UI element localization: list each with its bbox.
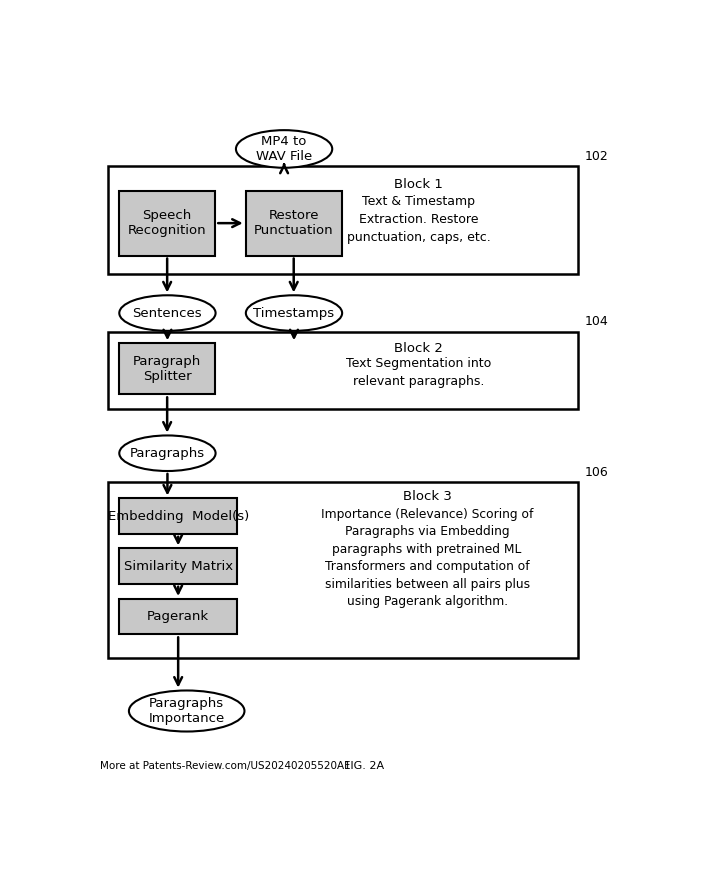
- Text: Block 1: Block 1: [395, 178, 443, 191]
- Text: Speech
Recognition: Speech Recognition: [128, 210, 207, 237]
- Ellipse shape: [119, 435, 216, 471]
- Text: Pagerank: Pagerank: [147, 610, 209, 623]
- Text: Paragraphs: Paragraphs: [130, 447, 205, 460]
- Text: Block 3: Block 3: [403, 490, 452, 503]
- Bar: [246, 191, 342, 256]
- Text: Text Segmentation into
relevant paragraphs.: Text Segmentation into relevant paragrap…: [346, 358, 491, 388]
- Ellipse shape: [119, 296, 216, 331]
- Ellipse shape: [236, 131, 332, 168]
- Text: Timestamps: Timestamps: [253, 306, 334, 320]
- Bar: [119, 599, 237, 634]
- Text: 104: 104: [585, 315, 609, 328]
- Text: More at Patents-Review.com/US20240205520A1: More at Patents-Review.com/US20240205520…: [99, 761, 351, 771]
- Text: Restore
Punctuation: Restore Punctuation: [254, 210, 334, 237]
- Ellipse shape: [246, 296, 342, 331]
- Text: Embedding  Model(s): Embedding Model(s): [107, 510, 248, 523]
- Bar: [119, 191, 215, 256]
- Text: 106: 106: [585, 465, 609, 479]
- Bar: [108, 166, 579, 274]
- Bar: [119, 548, 237, 583]
- Text: MP4 to
WAV File: MP4 to WAV File: [256, 135, 312, 163]
- Bar: [108, 482, 579, 658]
- Text: Paragraphs
Importance: Paragraphs Importance: [148, 697, 225, 725]
- Text: Similarity Matrix: Similarity Matrix: [124, 559, 233, 573]
- Bar: [108, 331, 579, 408]
- Text: Block 2: Block 2: [395, 342, 443, 355]
- Ellipse shape: [129, 691, 244, 732]
- Bar: [119, 498, 237, 534]
- Bar: [119, 343, 215, 394]
- Text: FIG. 2A: FIG. 2A: [344, 761, 384, 771]
- Text: Sentences: Sentences: [133, 306, 202, 320]
- Text: Paragraph
Splitter: Paragraph Splitter: [133, 355, 202, 383]
- Text: Importance (Relevance) Scoring of
Paragraphs via Embedding
paragraphs with pretr: Importance (Relevance) Scoring of Paragr…: [321, 508, 533, 608]
- Text: 102: 102: [585, 150, 609, 163]
- Text: Text & Timestamp
Extraction. Restore
punctuation, caps, etc.: Text & Timestamp Extraction. Restore pun…: [347, 194, 491, 244]
